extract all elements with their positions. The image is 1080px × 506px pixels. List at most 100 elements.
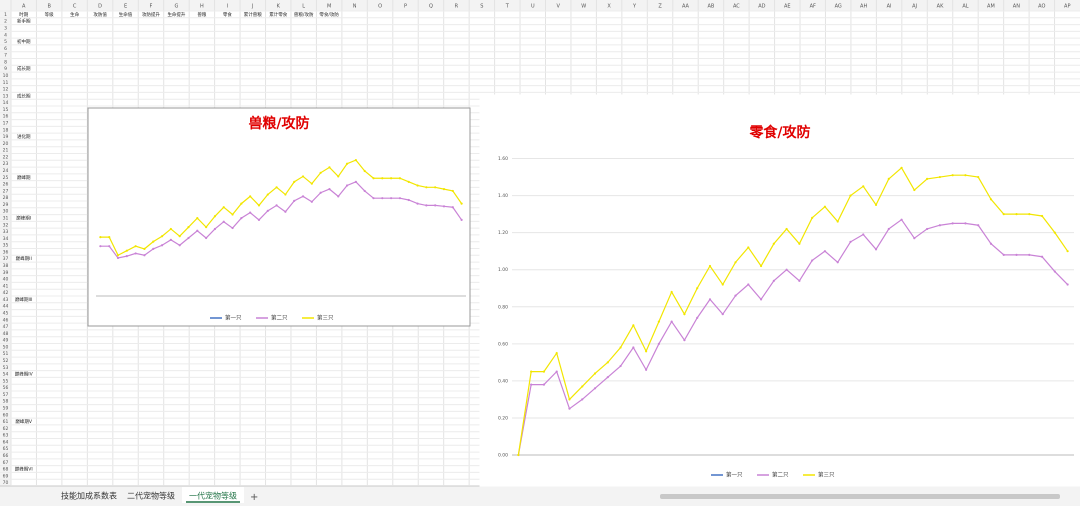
data-point [196,216,199,220]
sheet-tab-label[interactable]: 一代宠物等级 [189,491,237,501]
row-number: 19 [3,134,9,140]
data-point [874,248,878,251]
row-number: 45 [3,310,9,316]
column-letter: S [480,4,483,10]
data-point [125,255,128,258]
data-point [319,171,322,174]
stage-label: 巅峰期IV [15,371,34,378]
data-point [160,235,164,238]
header-cell: 攻防提升 [142,11,160,18]
header-cell: 生命值 [119,11,133,18]
data-point [398,197,402,200]
data-point [964,174,967,177]
chart-title: 兽粮/攻防 [248,115,309,132]
data-point [926,227,929,231]
data-point [542,370,546,373]
data-point [213,215,217,218]
data-point [657,320,660,323]
data-point [606,376,609,379]
data-point [390,177,393,180]
data-point [696,287,699,290]
y-tick-label: 1.20 [498,230,508,236]
data-point [240,216,243,220]
series-line [517,166,1069,456]
column-letter: G [175,4,179,10]
row-number: 70 [3,480,9,486]
column-letter: AF [810,4,816,10]
data-point [108,245,111,248]
data-point [434,204,437,207]
column-letter: T [505,4,510,10]
series-line [100,159,463,257]
data-point [1053,270,1056,273]
row-number: 10 [3,73,9,79]
data-point [99,236,102,239]
column-letter: A [22,4,26,10]
data-point [696,316,699,319]
scrollbar[interactable] [660,494,1060,499]
data-point [451,206,454,209]
row-number: 35 [3,243,9,249]
row-number: 16 [3,114,9,120]
data-point [328,188,331,191]
sheet-tab-label[interactable]: 技能加成系数表 [61,491,117,501]
sheet-tab[interactable] [58,487,120,503]
header-cell: 零食 [223,11,232,18]
stage-label: 巅峰期II [16,255,32,262]
header-cell: 兽粮/攻防 [294,11,314,18]
data-point [240,202,243,205]
row-header-bar [0,0,11,486]
data-point [1040,214,1044,218]
column-letter: Y [632,4,637,10]
legend-label: 第三只 [317,314,334,322]
data-point [134,245,137,248]
data-point [187,236,190,240]
data-point [581,398,584,401]
stage-label: 巅峰期VI [15,466,33,473]
sheet-tab[interactable] [182,487,244,503]
y-tick-label: 0.80 [498,304,508,310]
row-number: 66 [3,453,9,459]
header-cell: 时期 [19,11,28,18]
data-point [989,198,993,201]
row-number: 7 [4,53,7,59]
sheet-tab[interactable] [120,487,182,503]
row-number: 1 [4,12,7,18]
row-number: 48 [3,331,9,337]
data-point [1015,213,1018,216]
data-point [887,227,890,231]
row-number: 12 [3,87,9,93]
data-point [951,174,954,177]
data-point [310,182,313,185]
data-point [178,244,181,247]
data-point [862,233,865,236]
data-point [555,351,558,355]
data-point [125,249,128,252]
header-cell: 兽粮 [197,11,206,18]
row-number: 38 [3,263,9,269]
data-point [874,203,878,206]
column-letter: AN [1013,4,1020,10]
y-tick-label: 1.40 [498,193,508,199]
row-number: 68 [3,467,9,473]
stage-label: 成长期 [17,92,31,99]
sheet-tab-label[interactable]: 二代宠物等级 [127,491,175,501]
row-number: 29 [3,202,9,208]
row-number: 49 [3,338,9,344]
row-number: 52 [3,358,9,364]
data-point [836,261,839,264]
column-letter: H [200,4,204,10]
data-point [772,242,775,245]
data-point [451,189,454,193]
data-point [1028,253,1031,256]
data-point [196,229,199,232]
row-number: 14 [3,100,9,106]
add-sheet[interactable]: + [250,492,258,503]
data-point [275,186,278,189]
stage-label: 巅峰期 [17,174,31,181]
data-point [134,252,137,255]
row-number: 60 [3,412,9,418]
row-number: 32 [3,222,9,228]
